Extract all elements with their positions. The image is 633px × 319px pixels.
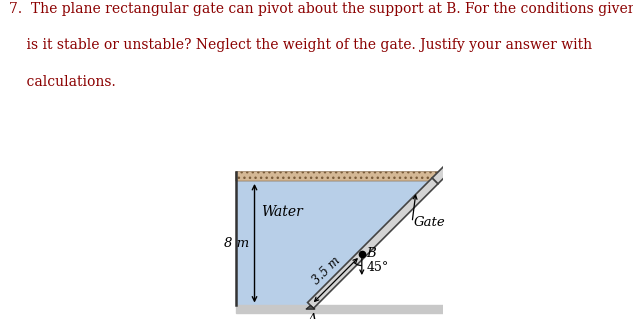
Polygon shape [306,306,315,309]
Polygon shape [308,178,438,308]
Text: B: B [367,247,376,260]
Text: calculations.: calculations. [9,75,116,89]
Polygon shape [236,181,435,306]
Text: Gate: Gate [414,216,446,229]
Text: is it stable or unstable? Neglect the weight of the gate. Justify your answer wi: is it stable or unstable? Neglect the we… [9,38,592,52]
Text: 7.  The plane rectangular gate can pivot about the support at B. For the conditi: 7. The plane rectangular gate can pivot … [9,2,633,16]
Text: 8 m: 8 m [224,237,249,250]
Text: 3.5 m: 3.5 m [310,254,342,287]
Polygon shape [236,172,444,181]
Text: Water: Water [261,205,303,219]
Text: A: A [307,313,316,319]
Bar [236,306,463,313]
Text: 45°: 45° [367,261,389,274]
Polygon shape [432,160,456,184]
